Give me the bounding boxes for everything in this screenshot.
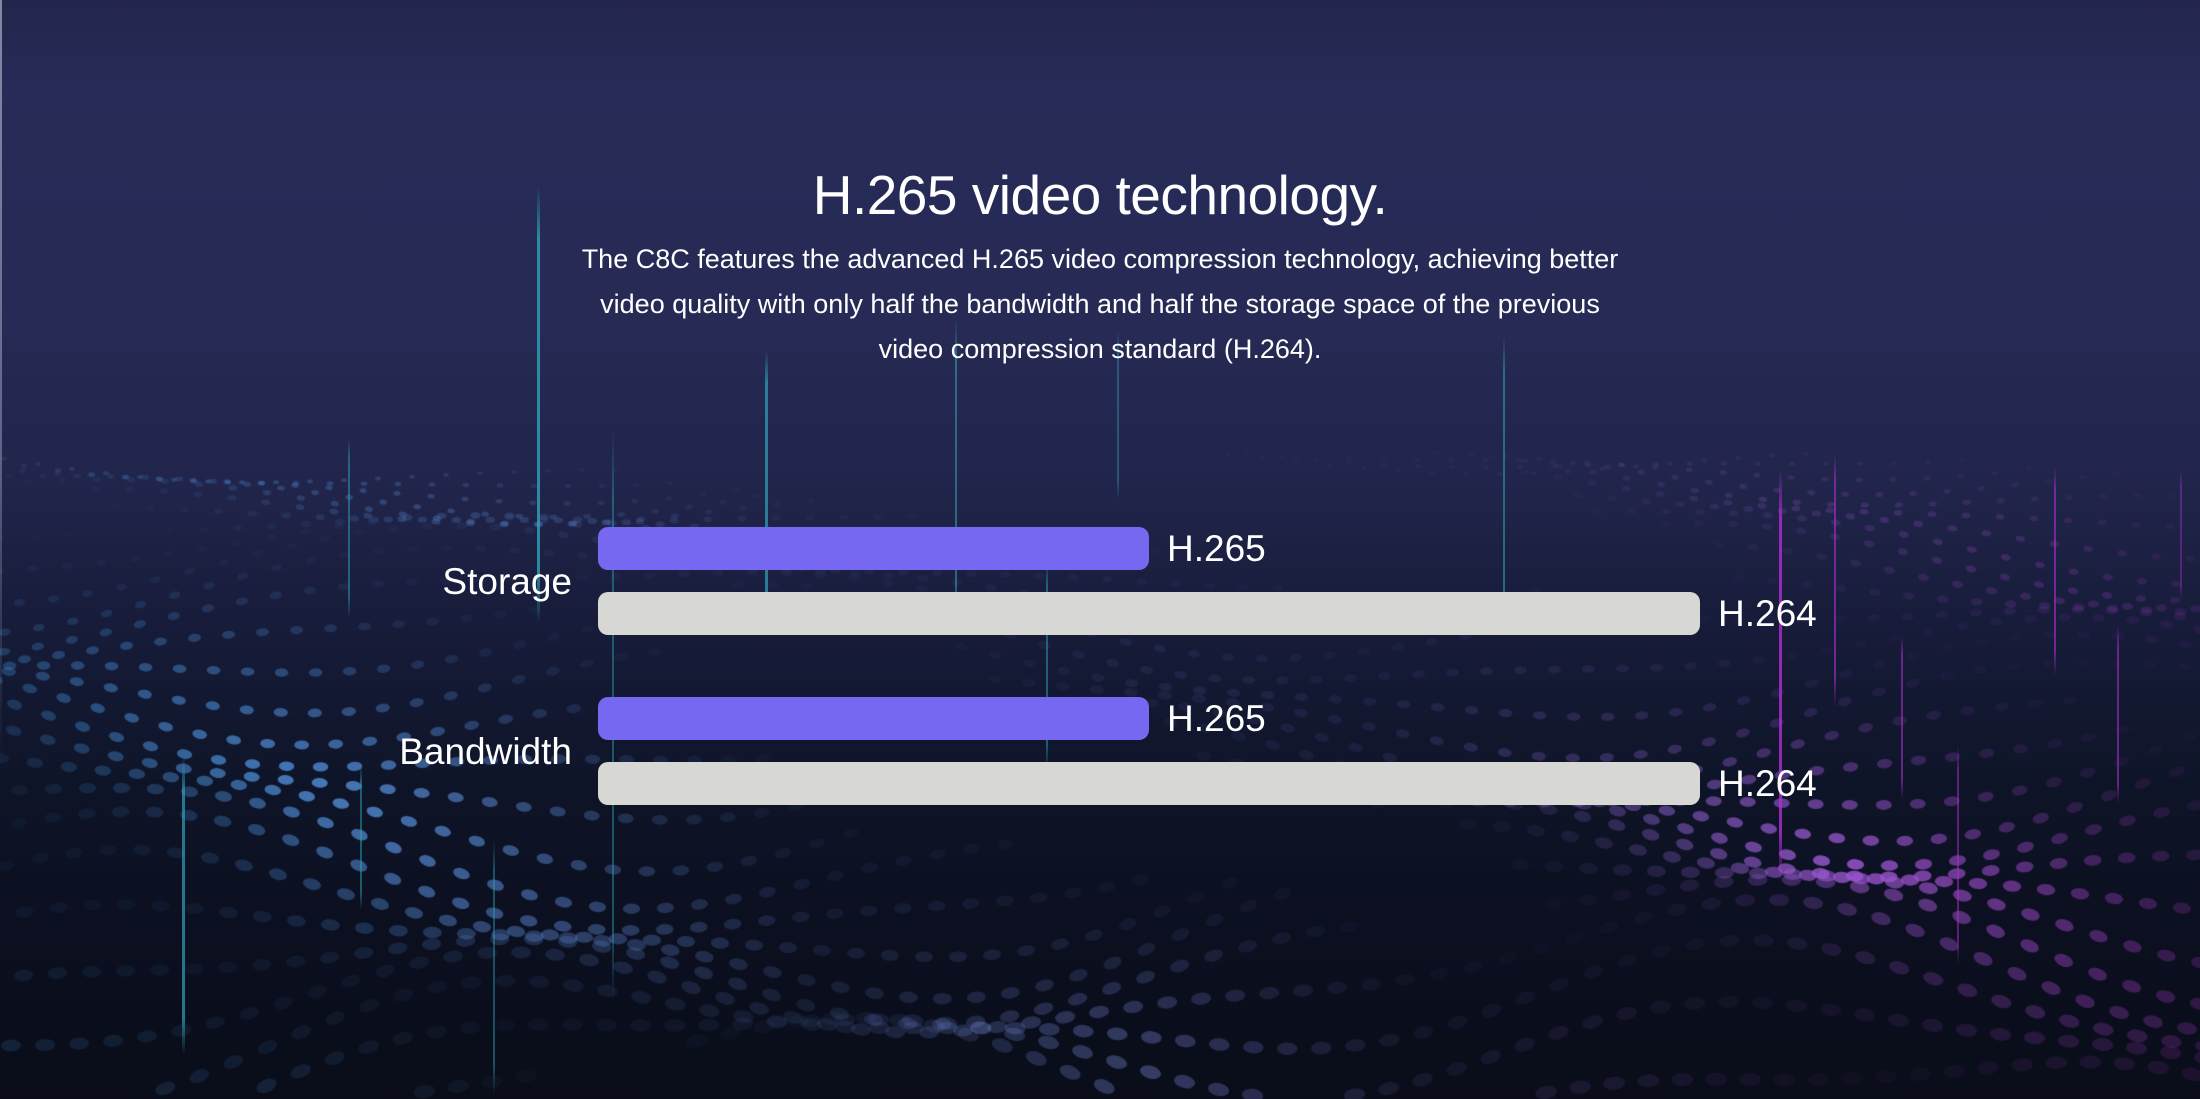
accent-line: [1779, 468, 1782, 883]
chart-group-storage: Storage H.265 H.264: [330, 527, 1817, 635]
description-line-2: video quality with only half the bandwid…: [600, 289, 1600, 319]
description-line-1: The C8C features the advanced H.265 vide…: [581, 244, 1619, 274]
accent-line: [1117, 330, 1119, 500]
bar-h265-storage: [598, 527, 1149, 570]
accent-line: [493, 840, 495, 1095]
accent-line: [955, 318, 957, 624]
bar-row: H.265: [598, 697, 1700, 740]
bar-series-label: H.265: [1167, 528, 1266, 569]
chart-group-bandwidth: Bandwidth H.265 H.264: [330, 697, 1817, 805]
bar-row: H.265: [598, 527, 1700, 570]
category-label-bandwidth: Bandwidth: [399, 730, 572, 772]
bar-series-label: H.264: [1718, 593, 1817, 634]
bar-h264-storage: [598, 592, 1700, 635]
accent-line: [2054, 466, 2056, 676]
storage-bars: H.265 H.264: [598, 527, 1817, 635]
bandwidth-bars: H.265 H.264: [598, 697, 1817, 805]
accent-line: [1046, 560, 1048, 770]
left-edge-highlight: [0, 0, 2, 760]
bar-series-label: H.264: [1718, 763, 1817, 804]
accent-line: [2180, 470, 2182, 600]
accent-line: [360, 765, 362, 910]
accent-line: [1957, 745, 1959, 965]
comparison-chart: Storage H.265 H.264 Bandwidth H.265: [330, 527, 1817, 805]
accent-line: [537, 186, 540, 624]
accent-line: [1503, 335, 1505, 625]
description-line-3: video compression standard (H.264).: [878, 334, 1322, 364]
accent-line: [1834, 452, 1836, 707]
bar-row: H.264: [598, 592, 1817, 635]
bar-h264-bandwidth: [598, 762, 1700, 805]
accent-line: [765, 350, 768, 625]
accent-line: [2117, 625, 2119, 805]
bar-row: H.264: [598, 762, 1817, 805]
accent-line: [182, 755, 185, 1055]
category-label-storage: Storage: [442, 560, 572, 602]
accent-line: [348, 438, 350, 618]
bar-series-label: H.265: [1167, 698, 1266, 739]
bar-h265-bandwidth: [598, 697, 1149, 740]
accent-line: [1901, 635, 1903, 800]
page-title: H.265 video technology.: [812, 163, 1388, 226]
page-description: The C8C features the advanced H.265 vide…: [460, 237, 1740, 372]
